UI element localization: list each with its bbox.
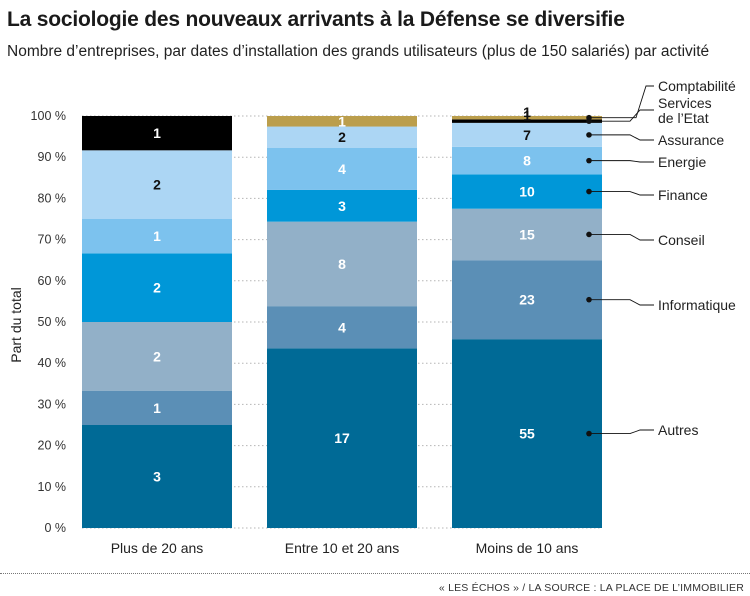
- y-tick-label: 40 %: [38, 356, 67, 370]
- legend-label: Assurance: [658, 132, 724, 148]
- legend-leader-line: [589, 191, 654, 196]
- data-label-comptabilite: 1: [523, 104, 531, 120]
- legend-item-informatique: Informatique: [586, 296, 736, 313]
- bar-segment-autres: [452, 339, 602, 528]
- bar-segment-conseil: [82, 322, 232, 391]
- data-label-informatique: 23: [519, 292, 535, 308]
- y-tick-label: 10 %: [38, 480, 67, 494]
- bar-segment-conseil: [267, 221, 417, 307]
- x-tick-label: Moins de 10 ans: [476, 540, 579, 556]
- data-label-conseil: 8: [338, 256, 346, 272]
- data-label-conseil: 2: [153, 348, 161, 364]
- y-tick-label: 50 %: [38, 315, 67, 329]
- data-label-autres: 3: [153, 469, 161, 485]
- bar-segment-services-de-l-etat: [82, 116, 232, 151]
- bar-segment-finance: [267, 189, 417, 222]
- y-tick-label: 100 %: [31, 109, 66, 123]
- y-tick-label: 60 %: [38, 274, 67, 288]
- y-tick-label: 90 %: [38, 150, 67, 164]
- data-label-energie: 4: [338, 161, 346, 177]
- legend-item-energie: Energie: [586, 154, 706, 170]
- x-tick-label: Plus de 20 ans: [111, 540, 204, 556]
- legend-leader-line: [589, 429, 654, 435]
- bar-segment-assurance: [452, 122, 602, 147]
- bar-segment-autres: [82, 425, 232, 528]
- data-label-conseil: 15: [519, 226, 535, 242]
- legend-item-finance: Finance: [586, 187, 708, 203]
- bar-segment-comptabilite: [267, 116, 417, 127]
- y-tick-label: 0 %: [44, 521, 66, 535]
- bar-segment-autres: [267, 348, 417, 528]
- bar-segment-assurance: [267, 126, 417, 148]
- legend-label: Conseil: [658, 232, 705, 248]
- legend-item-conseil: Conseil: [586, 231, 705, 248]
- legend-leader-line: [589, 160, 654, 163]
- bar-stack-entre-10-et-20-ans: 17 4 8 3 4 21: [267, 113, 417, 528]
- legend-item-autres: Autres: [586, 422, 698, 438]
- data-label-assurance: 7: [523, 127, 531, 143]
- footer-divider: [0, 573, 750, 574]
- data-label-finance: 10: [519, 184, 535, 200]
- bar-stack-plus-de-20-ans: 3 1 2 2 1 2 1: [82, 116, 232, 528]
- data-label-energie: 8: [523, 153, 531, 169]
- y-tick-label: 70 %: [38, 233, 67, 247]
- legend-label: Informatique: [658, 297, 736, 313]
- legend-leader-line: [589, 109, 654, 122]
- legend-leader-line: [589, 134, 654, 141]
- bar-segment-assurance: [82, 150, 232, 219]
- source-note: « LES ÉCHOS » / LA SOURCE : LA PLACE DE …: [438, 582, 744, 594]
- x-tick-label: Entre 10 et 20 ans: [285, 540, 399, 556]
- legend-leader-line: [589, 299, 654, 306]
- y-tick-label: 80 %: [38, 191, 67, 205]
- data-label-informatique: 4: [338, 319, 346, 335]
- bar-segment-services-de-l-etat: [452, 119, 602, 123]
- bar-segment-finance: [82, 253, 232, 322]
- bar-segment-energie: [82, 219, 232, 254]
- x-axis-ticks: Plus de 20 ans Entre 10 et 20 ans Moins de…: [111, 540, 579, 556]
- data-label-finance: 2: [153, 280, 161, 296]
- data-label-finance: 3: [338, 198, 346, 214]
- bar-segment-finance: [452, 174, 602, 209]
- y-tick-label: 20 %: [38, 439, 67, 453]
- legend-label: Energie: [658, 154, 706, 170]
- bar-segment-energie: [267, 147, 417, 190]
- chart-subtitle: Nombre d’entreprises, par dates d’instal…: [7, 43, 710, 60]
- data-label-autres: 55: [519, 426, 535, 442]
- data-label-energie: 1: [153, 228, 161, 244]
- data-label-assurance: 2: [153, 177, 161, 193]
- bar-segment-energie: [452, 146, 602, 175]
- legend-leader-line: [589, 234, 654, 241]
- data-label-informatique: 1: [153, 400, 161, 416]
- chart-title: La sociologie des nouveaux arrivants à l…: [7, 8, 625, 31]
- data-label-comptabilite: 1: [338, 113, 346, 129]
- legend-leader-line: [589, 85, 654, 119]
- legend-label: Comptabilité: [658, 78, 736, 94]
- legend-label: Finance: [658, 187, 708, 203]
- legend-label: Autres: [658, 422, 698, 438]
- bar-segment-informatique: [82, 390, 232, 425]
- bar-segment-comptabilite: [452, 116, 602, 120]
- data-label-services-de-l-etat: 1: [523, 107, 531, 123]
- bar-segment-informatique: [267, 306, 417, 349]
- legend-item-comptabilite: Comptabilité: [586, 78, 736, 121]
- bar-segment-informatique: [452, 260, 602, 340]
- y-tick-label: 30 %: [38, 397, 67, 411]
- legend-label: de l’Etat: [658, 110, 709, 126]
- y-axis-label: Part du total: [8, 287, 24, 363]
- data-label-assurance: 2: [338, 129, 346, 145]
- y-axis-ticks: 0 % 10 % 20 % 30 % 40 % 50 % 60 % 70 % 80 % 90 % 1…: [31, 109, 66, 535]
- bar-segment-conseil: [452, 208, 602, 261]
- legend-label: Services: [658, 95, 712, 111]
- legend-item-assurance: Assurance: [586, 132, 724, 148]
- data-label-services-de-l-etat: 1: [153, 125, 161, 141]
- data-label-autres: 17: [334, 430, 350, 446]
